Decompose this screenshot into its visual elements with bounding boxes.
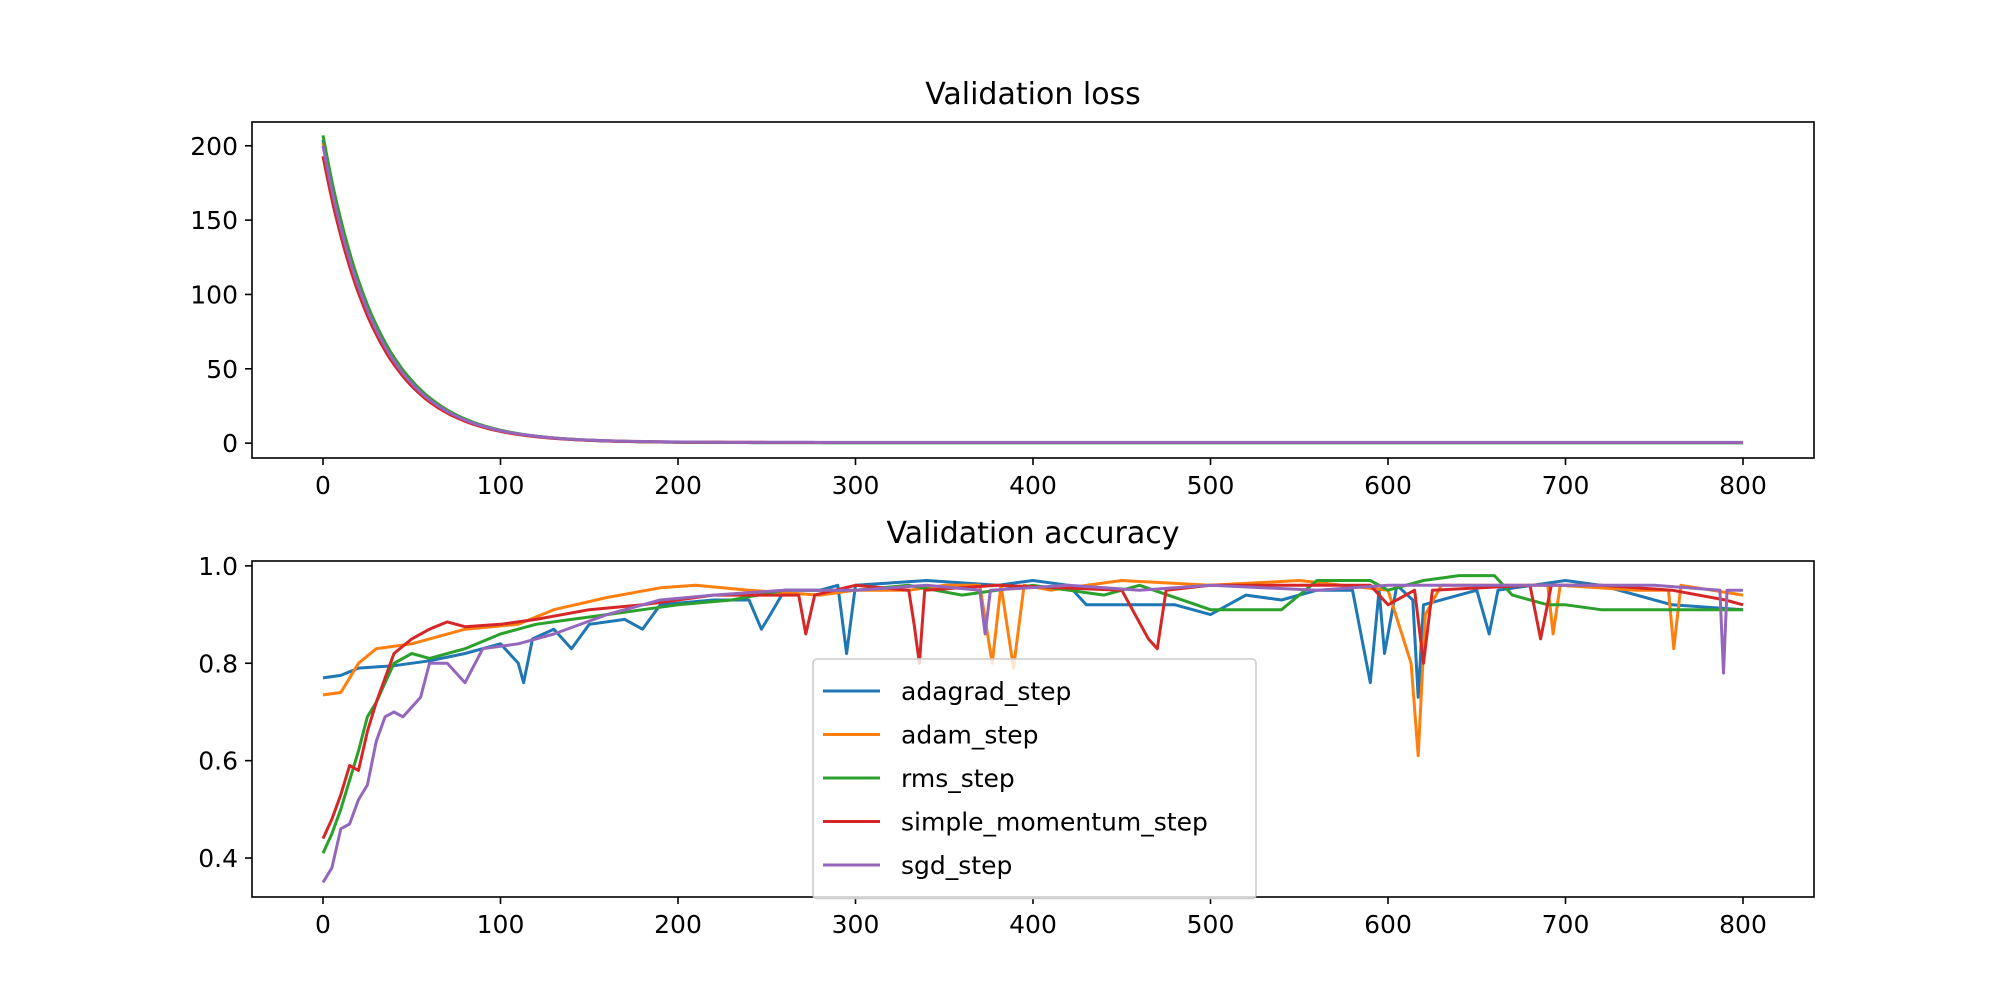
x-tick-label: 400	[1009, 910, 1057, 939]
x-tick-label: 800	[1719, 471, 1767, 500]
legend-box	[812, 658, 1257, 900]
x-tick-label: 0	[315, 471, 331, 500]
x-tick-label: 700	[1542, 910, 1590, 939]
x-tick-label: 100	[477, 910, 525, 939]
y-tick-label: 50	[206, 355, 238, 384]
legend-label: rms_step	[901, 764, 1015, 793]
legend-label: adagrad_step	[901, 677, 1071, 706]
x-tick-label: 200	[654, 910, 702, 939]
plot-lines	[321, 574, 1744, 884]
y-tick-label: 1.0	[198, 552, 238, 581]
y-tick-label: 100	[190, 280, 238, 309]
x-tick-label: 500	[1187, 471, 1235, 500]
y-tick-label: 0.4	[198, 844, 238, 873]
y-tick-label: 0.8	[198, 649, 238, 678]
y-tick-label: 0	[222, 429, 238, 458]
legend-label: adam_step	[901, 721, 1038, 750]
x-tick-label: 700	[1542, 471, 1590, 500]
x-tick-label: 300	[832, 471, 880, 500]
x-tick-label: 100	[477, 471, 525, 500]
chart-title: Validation accuracy	[886, 516, 1179, 551]
legend-label: sgd_step	[901, 851, 1012, 880]
y-tick-label: 150	[190, 206, 238, 235]
x-tick-label: 600	[1364, 910, 1412, 939]
plot-lines	[321, 135, 1743, 445]
legend: adagrad_step adam_step rms_step simple_mome…	[812, 658, 1257, 900]
x-tick-label: 600	[1364, 471, 1412, 500]
chart-title: Validation loss	[925, 77, 1141, 112]
series-line-sgd-step	[321, 583, 1743, 884]
x-tick-label: 200	[654, 471, 702, 500]
x-tick-label: 800	[1719, 910, 1767, 939]
x-tick-label: 400	[1009, 471, 1057, 500]
validation-accuracy-panel: Validation accuracy 0 100 200 300 400 500 600 70…	[198, 516, 1815, 939]
series-line-sgd-step	[321, 145, 1743, 444]
x-tick-label: 300	[832, 910, 880, 939]
x-tick-label: 0	[315, 910, 331, 939]
y-tick-label: 0.6	[198, 747, 238, 776]
x-tick-label: 500	[1187, 910, 1235, 939]
legend-label: simple_momentum_step	[901, 808, 1208, 837]
series-line-simple-momentum-step	[321, 583, 1744, 840]
y-tick-label: 200	[190, 132, 238, 161]
series-line-adagrad-step	[322, 579, 1744, 699]
